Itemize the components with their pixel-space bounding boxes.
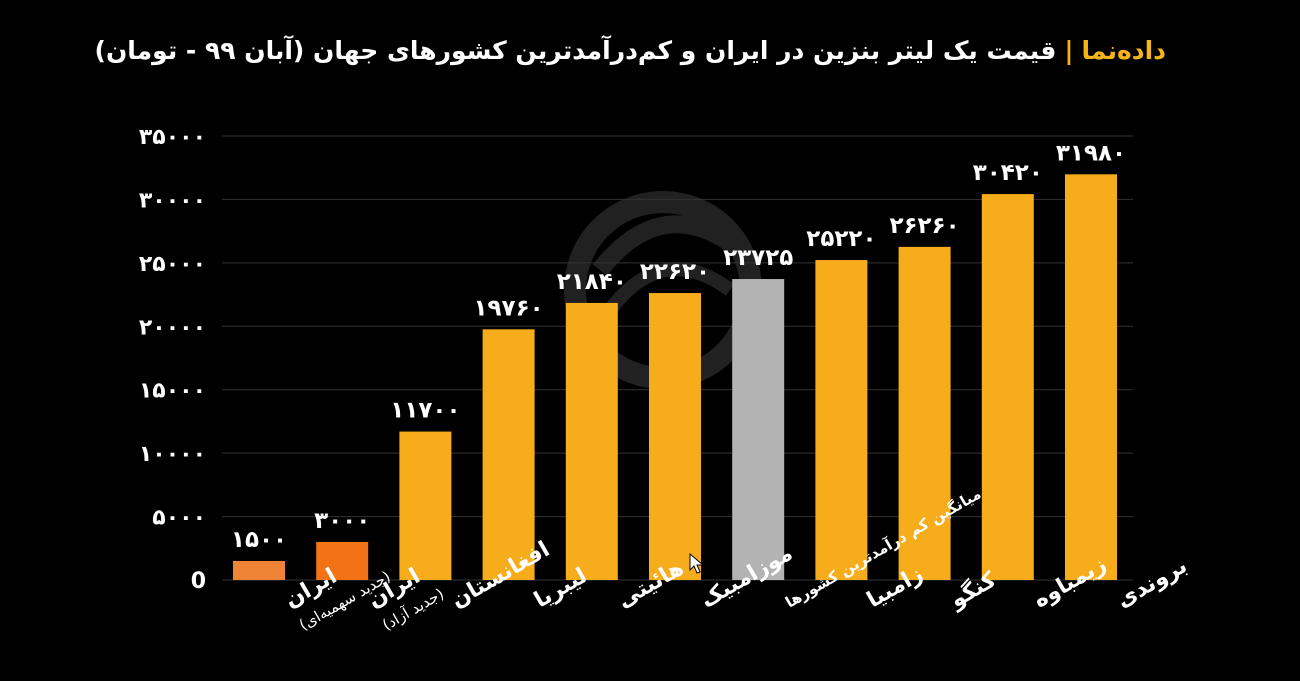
y-tick-label: ۲۰۰۰۰ [139,315,206,340]
x-tick-label-group: بروندی [1113,553,1192,613]
y-tick-label: ۱۰۰۰۰ [139,442,206,467]
value-label: ۱۱۷۰۰ [390,398,460,424]
y-tick-label: 0 [191,569,206,594]
bar [316,541,369,580]
value-label: ۲۵۲۲۰ [806,226,876,252]
value-label: ۳۰۴۲۰ [973,160,1043,186]
y-tick-label: ۲۵۰۰۰ [139,252,206,277]
bar [233,560,285,580]
x-tick-label-group: لیبریا [530,563,591,613]
bar [815,260,868,580]
x-tick-label: بروندی [1113,553,1192,613]
x-tick-label-group: زامبیا [863,562,928,614]
bar [1065,174,1117,580]
bar [898,246,951,580]
value-label: ۲۱۸۴۰ [557,269,627,295]
chart-title: داده‌نما|قیمت یک لیتر بنزین در ایران و ک… [95,36,1166,65]
value-label: ۲۶۲۶۰ [889,213,959,239]
value-label: ۲۳۷۲۵ [723,245,793,271]
title-text: قیمت یک لیتر بنزین در ایران و کم‌درآمدتر… [94,36,1057,65]
y-tick-label: ۳۵۰۰۰ [139,125,206,150]
bar [732,279,785,580]
value-label: ۳۰۰۰ [314,508,370,534]
value-label: ۲۲۶۲۰ [640,259,710,285]
y-tick-label: ۳۰۰۰۰ [139,188,206,213]
bar [482,329,535,580]
bar [649,293,701,580]
bar [981,194,1034,580]
x-tick-label: لیبریا [530,563,591,613]
y-tick-label: ۱۵۰۰۰ [139,379,206,404]
value-label: ۳۱۹۸۰ [1056,140,1126,166]
mouse-cursor-icon [689,553,705,574]
title-separator: | [1064,36,1074,65]
value-label: ۱۹۷۶۰ [473,295,543,321]
x-tick-label: زامبیا [863,562,928,614]
value-label: ۱۵۰۰ [231,527,287,553]
bar [399,431,452,580]
bar [565,302,618,580]
brand-label: داده‌نما [1081,36,1166,65]
y-tick-label: ۵۰۰۰ [152,506,206,531]
